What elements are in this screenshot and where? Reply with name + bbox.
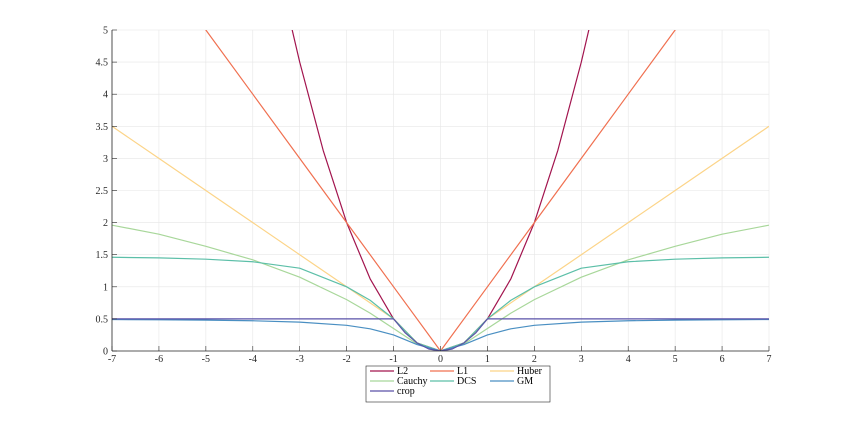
- legend-item-cauchy: Cauchy: [370, 376, 428, 387]
- legend-item-l1: L1: [430, 366, 468, 377]
- series-line-cauchy: [112, 224, 769, 351]
- x-tick-label: -6: [155, 354, 163, 365]
- legend-label: crop: [397, 386, 415, 397]
- y-tick-label: 1.5: [96, 250, 109, 261]
- y-tick-label: 3.5: [96, 122, 109, 133]
- legend-item-huber: Huber: [490, 366, 543, 377]
- legend-item-dcs: DCS: [430, 376, 476, 387]
- legend-item-l2: L2: [370, 366, 408, 377]
- y-tick-label: 0.5: [96, 314, 109, 325]
- legend-label: L2: [397, 366, 408, 377]
- x-tick-label: -3: [296, 354, 304, 365]
- x-tick-label: -5: [202, 354, 210, 365]
- legend-box: [365, 365, 551, 403]
- x-tick-label: -2: [342, 354, 350, 365]
- series-line-crop: [112, 318, 769, 351]
- y-tick-label: 0: [103, 347, 108, 358]
- series-lines: [112, 30, 769, 351]
- x-tick-label: 4: [626, 354, 631, 365]
- x-tick-label: 1: [485, 354, 490, 365]
- x-tick-label: 7: [767, 354, 772, 365]
- grid: [111, 29, 770, 352]
- legend: L2 L1 Huber Cauchy DCS GM crop: [365, 365, 551, 403]
- y-tick-label: 4.5: [96, 58, 109, 69]
- legend-label: GM: [517, 376, 533, 387]
- legend-item-crop: crop: [370, 386, 415, 397]
- x-tick-label: 2: [532, 354, 537, 365]
- series-line-gm: [112, 318, 769, 351]
- series-line-l1: [205, 30, 676, 351]
- x-tick-label: -7: [108, 354, 116, 365]
- y-tick-label: 4: [103, 90, 108, 101]
- axes: -7 -6 -5 -4 -3 -2 -1 0 1 2 3 4 5 6 7 0 0.5 1 1.5 2 2.5 3 3.5 4 4…: [96, 26, 772, 366]
- x-tick-label: 0: [438, 354, 443, 365]
- legend-item-gm: GM: [490, 376, 533, 387]
- legend-label: DCS: [457, 376, 476, 387]
- x-tick-label: 3: [579, 354, 584, 365]
- x-tick-label: 6: [720, 354, 725, 365]
- legend-label: L1: [457, 366, 468, 377]
- series-line-huber: [112, 125, 769, 351]
- y-tick-label: 3: [103, 154, 108, 165]
- x-tick-label: 5: [673, 354, 678, 365]
- y-tick-label: 5: [103, 26, 108, 37]
- y-tick-label: 2.5: [96, 186, 109, 197]
- legend-label: Huber: [517, 366, 543, 377]
- legend-label: Cauchy: [397, 376, 428, 387]
- series-line-l2: [291, 30, 590, 351]
- x-tick-label: -4: [249, 354, 257, 365]
- y-tick-label: 2: [103, 218, 108, 229]
- series-line-dcs: [112, 256, 769, 351]
- y-tick-label: 1: [103, 282, 108, 293]
- x-tick-label: -1: [389, 354, 397, 365]
